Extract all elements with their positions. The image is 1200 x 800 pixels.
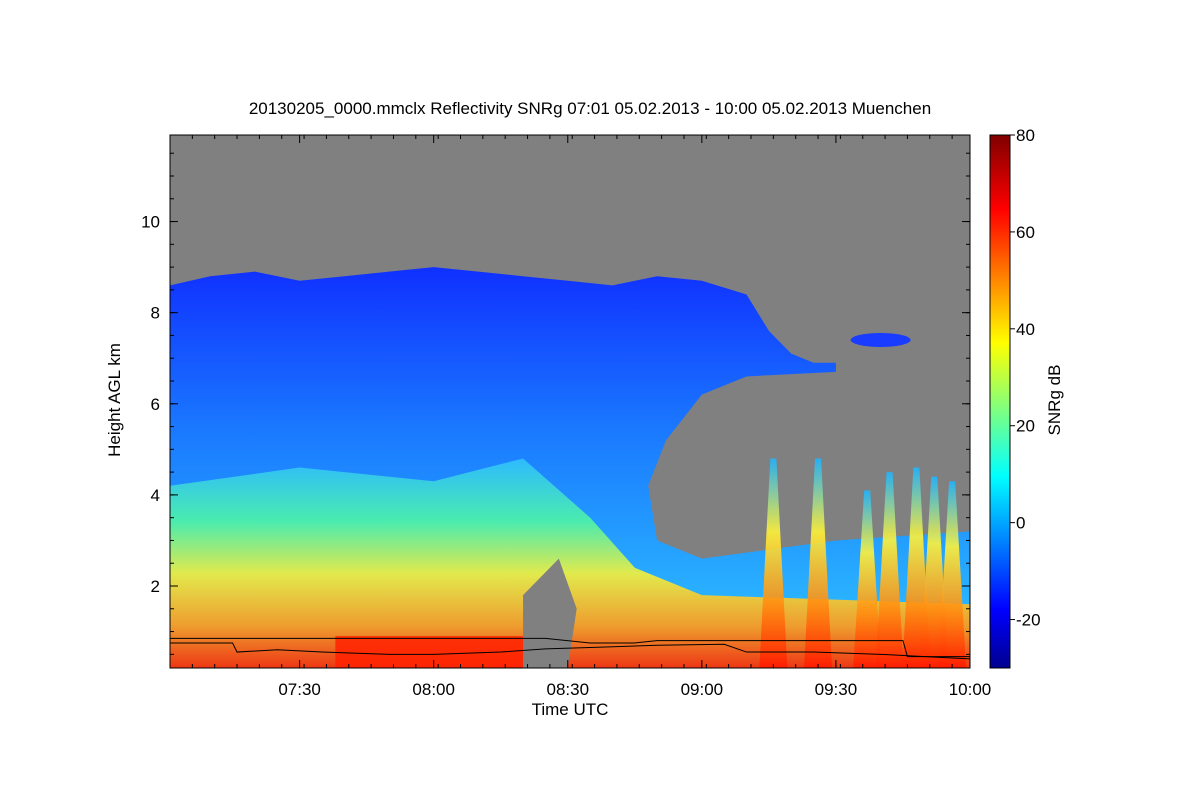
x-tick-label: 08:00: [412, 680, 455, 699]
convective-plume: [853, 490, 882, 668]
cloud-base-line: [170, 642, 970, 660]
colorbar-tick-label: 80: [1016, 126, 1035, 145]
intense-core: [335, 636, 546, 668]
colorbar-tick-label: 0: [1016, 514, 1025, 533]
x-axis-label: Time UTC: [532, 700, 609, 719]
x-tick-label: 10:00: [949, 680, 992, 699]
convective-plume: [804, 458, 833, 668]
x-tick-label: 08:30: [546, 680, 589, 699]
y-tick-label: 10: [141, 213, 160, 232]
colorbar: [989, 134, 1011, 669]
y-tick-label: 6: [151, 395, 160, 414]
x-axis: 07:30 08:00 08:30 09:00 09:30 10:00: [169, 135, 992, 699]
chart-title: 20130205_0000.mmclx Reflectivity SNRg 07…: [249, 99, 931, 118]
mixing-layer-line: [170, 637, 970, 658]
boundary-lines: [170, 637, 970, 660]
detached-cloud-patch: [850, 333, 911, 347]
y-tick-label: 2: [151, 577, 160, 596]
convective-plume: [938, 481, 967, 668]
y-tick-label: 8: [151, 304, 160, 323]
colorbar-tick-label: 60: [1016, 223, 1035, 242]
reflectivity-field: [170, 267, 970, 668]
colorbar-label: SNRg dB: [1045, 365, 1064, 436]
colorbar-tick-label: -20: [1016, 611, 1041, 630]
convective-plume: [875, 472, 904, 668]
plot-frame: [169, 134, 971, 669]
convective-plume: [759, 458, 788, 668]
colorbar-tick-label: 40: [1016, 320, 1035, 339]
x-tick-label: 09:00: [681, 680, 724, 699]
x-tick-label: 09:30: [815, 680, 858, 699]
y-axis-label: Height AGL km: [105, 343, 124, 457]
x-tick-label: 07:30: [278, 680, 321, 699]
colorbar-tick-label: 20: [1016, 417, 1035, 436]
y-tick-label: 4: [151, 486, 160, 505]
y-axis: 2 4 6 8 10: [141, 152, 970, 655]
colorbar-ticks: 80 60 40 20 0 -20: [1010, 126, 1041, 630]
